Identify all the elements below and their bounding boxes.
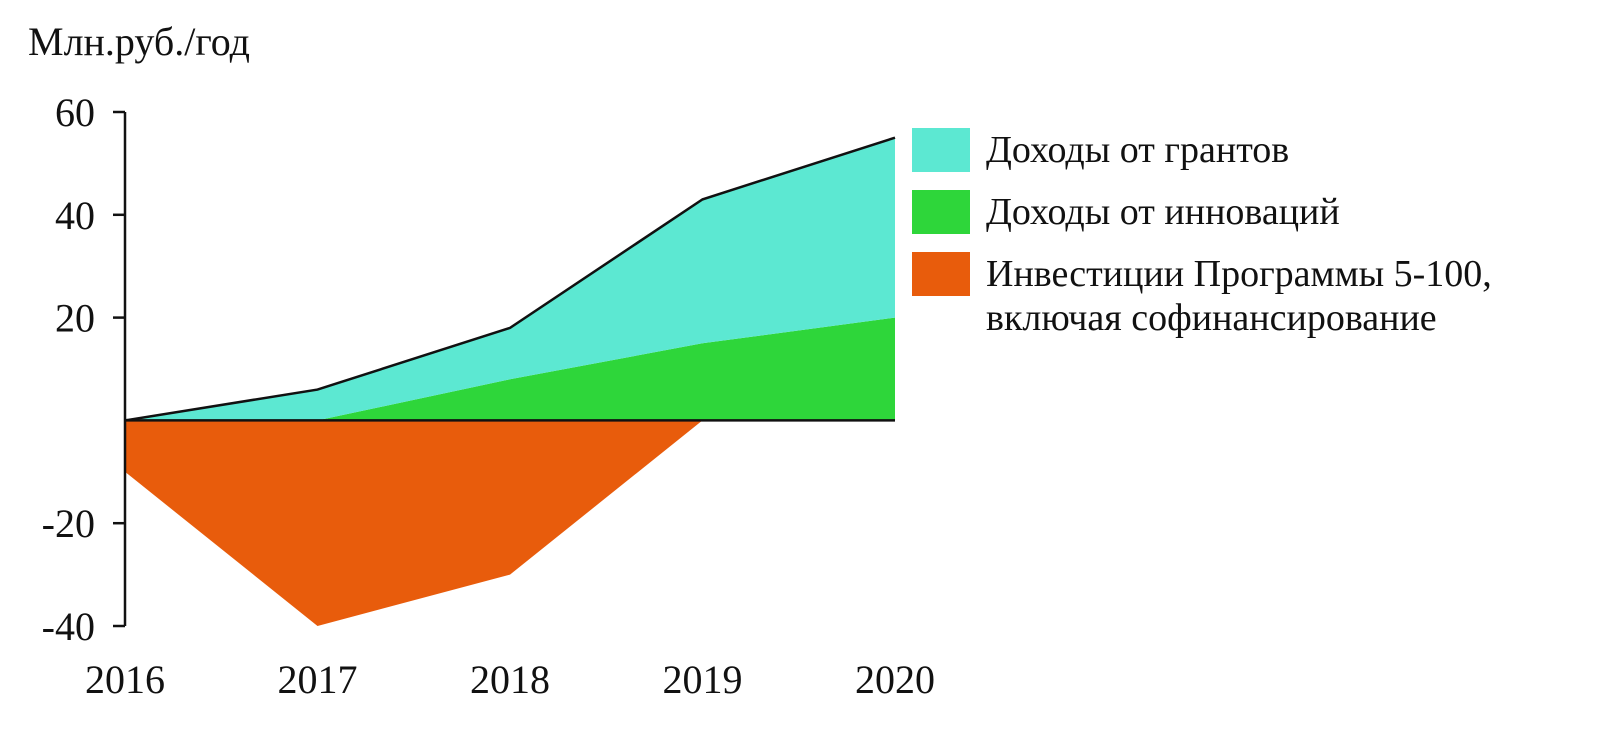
legend-item: Инвестиции Программы 5-100, включая софи…: [912, 252, 1592, 340]
x-tick-label: 2019: [663, 657, 743, 702]
y-tick-label: -40: [42, 604, 95, 649]
y-axis-label: Млн.руб./год: [28, 19, 250, 64]
area: [125, 137, 895, 421]
legend-swatch: [912, 190, 970, 234]
legend-swatch: [912, 252, 970, 296]
legend-label: Доходы от инноваций: [986, 191, 1340, 233]
areas: [125, 137, 895, 626]
legend-item: Доходы от инноваций: [912, 190, 1592, 234]
area: [125, 420, 895, 626]
x-tick-label: 2016: [85, 657, 165, 702]
legend-label: Доходы от грантов: [986, 129, 1290, 171]
legend-item: Доходы от грантов: [912, 128, 1592, 172]
x-tick-label: 2017: [278, 657, 358, 702]
y-tick-label: 60: [55, 90, 95, 135]
y-tick-label: 20: [55, 296, 95, 341]
x-tick-label: 2018: [470, 657, 550, 702]
x-tick-label: 2020: [855, 657, 935, 702]
y-tick-label: 40: [55, 193, 95, 238]
area-outline: [124, 136, 896, 422]
legend-label: Инвестиции Программы 5-100, включая софи…: [986, 253, 1492, 339]
legend-swatch: [912, 128, 970, 172]
legend: Доходы от грантов Доходы от инноваций Инве…: [912, 128, 1592, 358]
y-tick-label: -20: [42, 501, 95, 546]
